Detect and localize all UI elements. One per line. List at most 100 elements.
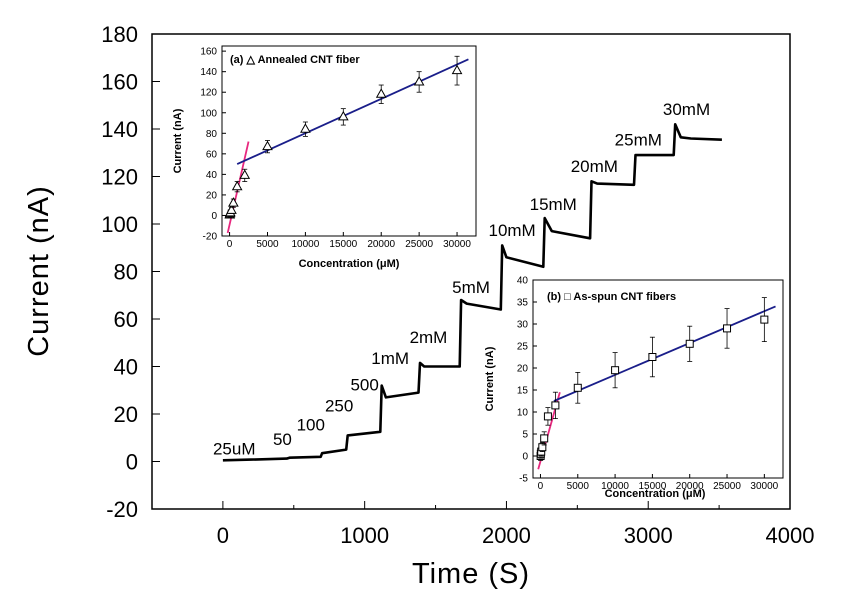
x-tick-label: 3000: [624, 523, 673, 548]
data-point: [723, 324, 732, 333]
y-tick-label: 30: [517, 320, 529, 331]
y-tick-label: 160: [200, 47, 217, 58]
step-label: 25uM: [213, 439, 256, 458]
data-point: [540, 434, 549, 443]
step-label: 25mM: [615, 131, 662, 150]
x-tick-label: 25000: [713, 481, 741, 492]
y-tick-label: 20: [206, 190, 218, 201]
data-point: [685, 339, 694, 348]
inset-b-y-ticks: -5 0 5 10 15 20 25 30 35 40: [517, 276, 537, 485]
x-tick-label: 30000: [443, 239, 471, 250]
y-tick-label: -20: [203, 232, 218, 243]
inset-a-y-ticks: -20 0 20 40 60 80 100 120 140 160: [200, 47, 226, 243]
data-point: [611, 366, 620, 375]
inset-b-legend: (b) □ As-spun CNT fibers: [547, 291, 676, 303]
data-point: [300, 123, 311, 133]
y-tick-label: 60: [114, 307, 138, 332]
x-tick-label: 15000: [638, 481, 666, 492]
y-tick-label: 15: [517, 386, 529, 397]
y-tick-label: 40: [517, 276, 529, 287]
inset-a-legend: (a) △ Annealed CNT fiber: [230, 54, 360, 66]
step-label: 2mM: [410, 328, 448, 347]
y-tick-label: 0: [522, 452, 528, 463]
y-tick-label: 80: [114, 260, 138, 285]
y-tick-label: 5: [522, 430, 528, 441]
y-tick-label: 40: [114, 355, 138, 380]
y-tick-label: 100: [200, 108, 217, 119]
y-tick-label: 120: [101, 165, 138, 190]
x-tick-label: 1000: [340, 523, 389, 548]
inset-a: (a) △ Annealed CNT fiber 0 5000 10000 15000…: [172, 45, 477, 270]
main-x-ticks: 0 1000 2000 3000 4000: [217, 501, 815, 548]
data-point: [648, 353, 657, 361]
x-tick-label: 10000: [291, 239, 319, 250]
y-tick-label: 40: [206, 170, 218, 181]
x-tick-label: 0: [217, 523, 229, 548]
inset-a-y-axis-label: Current (nA): [172, 108, 184, 173]
step-label: 500: [350, 375, 378, 394]
data-point: [538, 443, 547, 452]
inset-b-y-axis-label: Current (nA): [484, 346, 496, 411]
step-label: 5mM: [452, 278, 490, 297]
y-tick-label: 20: [517, 364, 529, 375]
step-label: 100: [297, 416, 325, 435]
inset-a-x-ticks: 0 5000 10000 15000 20000 25000 30000: [227, 232, 471, 250]
step-label: 50: [273, 430, 292, 449]
main-chart: 0 1000 2000 3000 4000 -200204060801001201401…: [23, 22, 814, 590]
x-tick-label: 0: [538, 481, 544, 492]
data-point: [413, 75, 425, 86]
x-tick-label: 5000: [567, 481, 590, 492]
inset-a-x-axis-label: Concentration (μM): [299, 258, 400, 270]
step-label: 15mM: [530, 195, 577, 214]
x-tick-label: 4000: [766, 523, 815, 548]
y-tick-label: 0: [211, 211, 217, 222]
x-tick-label: 10000: [601, 481, 629, 492]
step-label: 20mM: [571, 157, 618, 176]
data-point: [551, 401, 560, 410]
data-point: [337, 110, 349, 121]
step-label: 10mM: [488, 221, 535, 240]
data-point: [573, 383, 582, 392]
x-tick-label: 25000: [405, 239, 433, 250]
y-tick-label: 100: [101, 212, 138, 237]
y-tick-label: -20: [106, 497, 138, 522]
x-tick-label: 20000: [676, 481, 704, 492]
inset-b-x-axis-label: Concentration (μM): [605, 488, 706, 500]
inset-a-frame: [221, 45, 477, 237]
y-tick-label: 35: [517, 298, 529, 309]
data-point: [239, 169, 251, 179]
x-tick-label: 15000: [329, 239, 357, 250]
x-tick-label: 2000: [482, 523, 531, 548]
inset-b-frame: [532, 279, 784, 479]
data-point: [228, 197, 239, 207]
y-tick-label: 60: [206, 149, 218, 160]
x-tick-label: 5000: [256, 239, 279, 250]
step-label: 30mM: [663, 100, 710, 119]
main-y-ticks: -20 0 20 40 60 80 100 120 140 160 180: [101, 22, 160, 522]
y-tick-label: -5: [519, 474, 528, 485]
y-tick-label: 0: [126, 450, 138, 475]
step-labels: 25uM 501002505001mM2mM5mM10mM15mM20mM25mM…: [213, 100, 710, 459]
inset-a-points: [224, 55, 463, 219]
data-point: [451, 64, 463, 75]
fit-line: [236, 58, 469, 165]
inset-b-x-ticks: 0 5000 10000 15000 20000 25000 30000: [538, 474, 779, 492]
x-tick-label: 30000: [750, 481, 778, 492]
y-tick-label: 20: [114, 402, 138, 427]
step-label: 1mM: [371, 349, 409, 368]
y-tick-label: 140: [101, 117, 138, 142]
y-tick-label: 120: [200, 88, 217, 99]
inset-b: (b) □ As-spun CNT fibers 0 5000 10000 15000…: [484, 276, 784, 500]
y-tick-label: 160: [101, 70, 138, 95]
main-current-trace: [222, 123, 722, 462]
fit-line: [553, 305, 776, 402]
main-x-axis-label: Time (S): [412, 558, 530, 590]
data-point: [760, 315, 769, 324]
inset-b-points: [536, 297, 769, 461]
data-point: [226, 204, 237, 214]
main-y-axis-label: Current (nA): [23, 185, 55, 357]
data-point: [231, 180, 243, 191]
data-point: [262, 140, 273, 151]
step-label: 250: [325, 397, 353, 416]
